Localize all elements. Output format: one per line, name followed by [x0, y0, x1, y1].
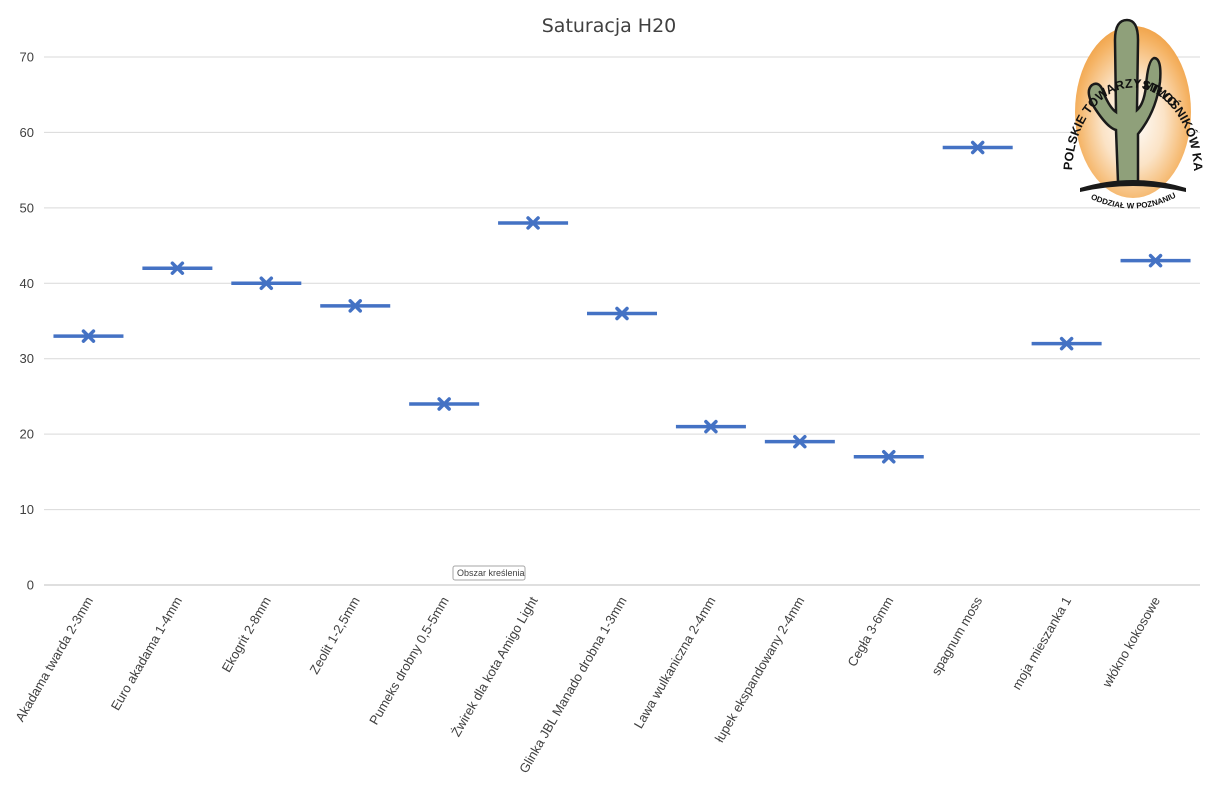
x-marker — [970, 140, 985, 155]
x-marker — [170, 261, 185, 275]
y-tick-label: 60 — [20, 125, 34, 140]
x-tick-label: Ekogrit 2-8mm — [219, 594, 274, 675]
x-marker — [1148, 253, 1163, 268]
x-marker — [437, 397, 451, 411]
x-tick-label: Żwirek dla kota Amigo Light — [448, 594, 541, 740]
data-point — [675, 419, 746, 434]
series — [53, 140, 1191, 464]
y-tick-label: 0 — [27, 578, 34, 593]
x-axis-ticks: Akadama twarda 2-3mm Euro akadama 1-4mm Ek… — [12, 594, 1163, 776]
x-marker — [704, 419, 718, 434]
x-tick-label: moja mieszanka 1 — [1009, 594, 1074, 692]
data-point — [1031, 336, 1102, 351]
chart-title: Saturacja H20 — [542, 15, 677, 37]
x-tick-label: Glinka JBL Manado drobna 1-3mm — [516, 594, 630, 776]
x-tick-label: włókno kokosowe — [1099, 594, 1163, 691]
x-tick-label: spagnum moss — [928, 594, 985, 678]
x-marker — [81, 329, 96, 343]
y-tick-label: 50 — [20, 200, 34, 215]
data-point — [764, 434, 835, 449]
x-tick-label: łupek ekspandowany 2-4mm — [712, 594, 808, 745]
x-marker — [615, 306, 629, 321]
y-tick-label: 40 — [20, 276, 34, 291]
logo-ground — [1080, 180, 1186, 192]
y-tick-label: 10 — [20, 502, 34, 517]
x-tick-label: Zeolit 1-2,5mm — [306, 594, 362, 677]
y-axis-ticks: 0 10 20 30 40 50 60 70 — [20, 50, 34, 593]
data-point — [231, 276, 302, 291]
data-point — [853, 450, 924, 464]
x-marker — [882, 450, 896, 464]
data-point — [587, 306, 657, 321]
x-marker — [793, 434, 807, 449]
x-marker — [526, 216, 540, 230]
plot-area-tooltip: Obszar kreślenia — [452, 565, 526, 581]
x-tick-label: Akadama twarda 2-3mm — [12, 594, 96, 724]
gridlines — [44, 56, 1200, 586]
tooltip-text: Obszar kreślenia — [457, 568, 525, 578]
x-tick-label: Cegła 3-6mm — [844, 594, 896, 669]
cactus-icon — [1087, 18, 1162, 184]
data-point — [320, 299, 391, 313]
x-marker — [259, 276, 274, 291]
x-tick-label: Lawa wulkaniczna 2-4mm — [631, 594, 719, 731]
y-tick-label: 20 — [20, 427, 34, 442]
data-point — [1120, 253, 1191, 268]
x-tick-label: Euro akadama 1-4mm — [108, 594, 185, 713]
data-point — [942, 140, 1013, 155]
x-marker — [348, 299, 362, 313]
x-marker — [1059, 336, 1074, 351]
y-tick-label: 30 — [20, 351, 34, 366]
data-point — [498, 216, 569, 230]
x-tick-label: Pumeks drobny 0,5-5mm — [366, 594, 452, 727]
data-point — [53, 329, 124, 343]
data-point — [142, 261, 213, 275]
tooltip-box — [452, 565, 526, 581]
y-tick-label: 70 — [20, 50, 34, 65]
data-point — [409, 397, 480, 411]
